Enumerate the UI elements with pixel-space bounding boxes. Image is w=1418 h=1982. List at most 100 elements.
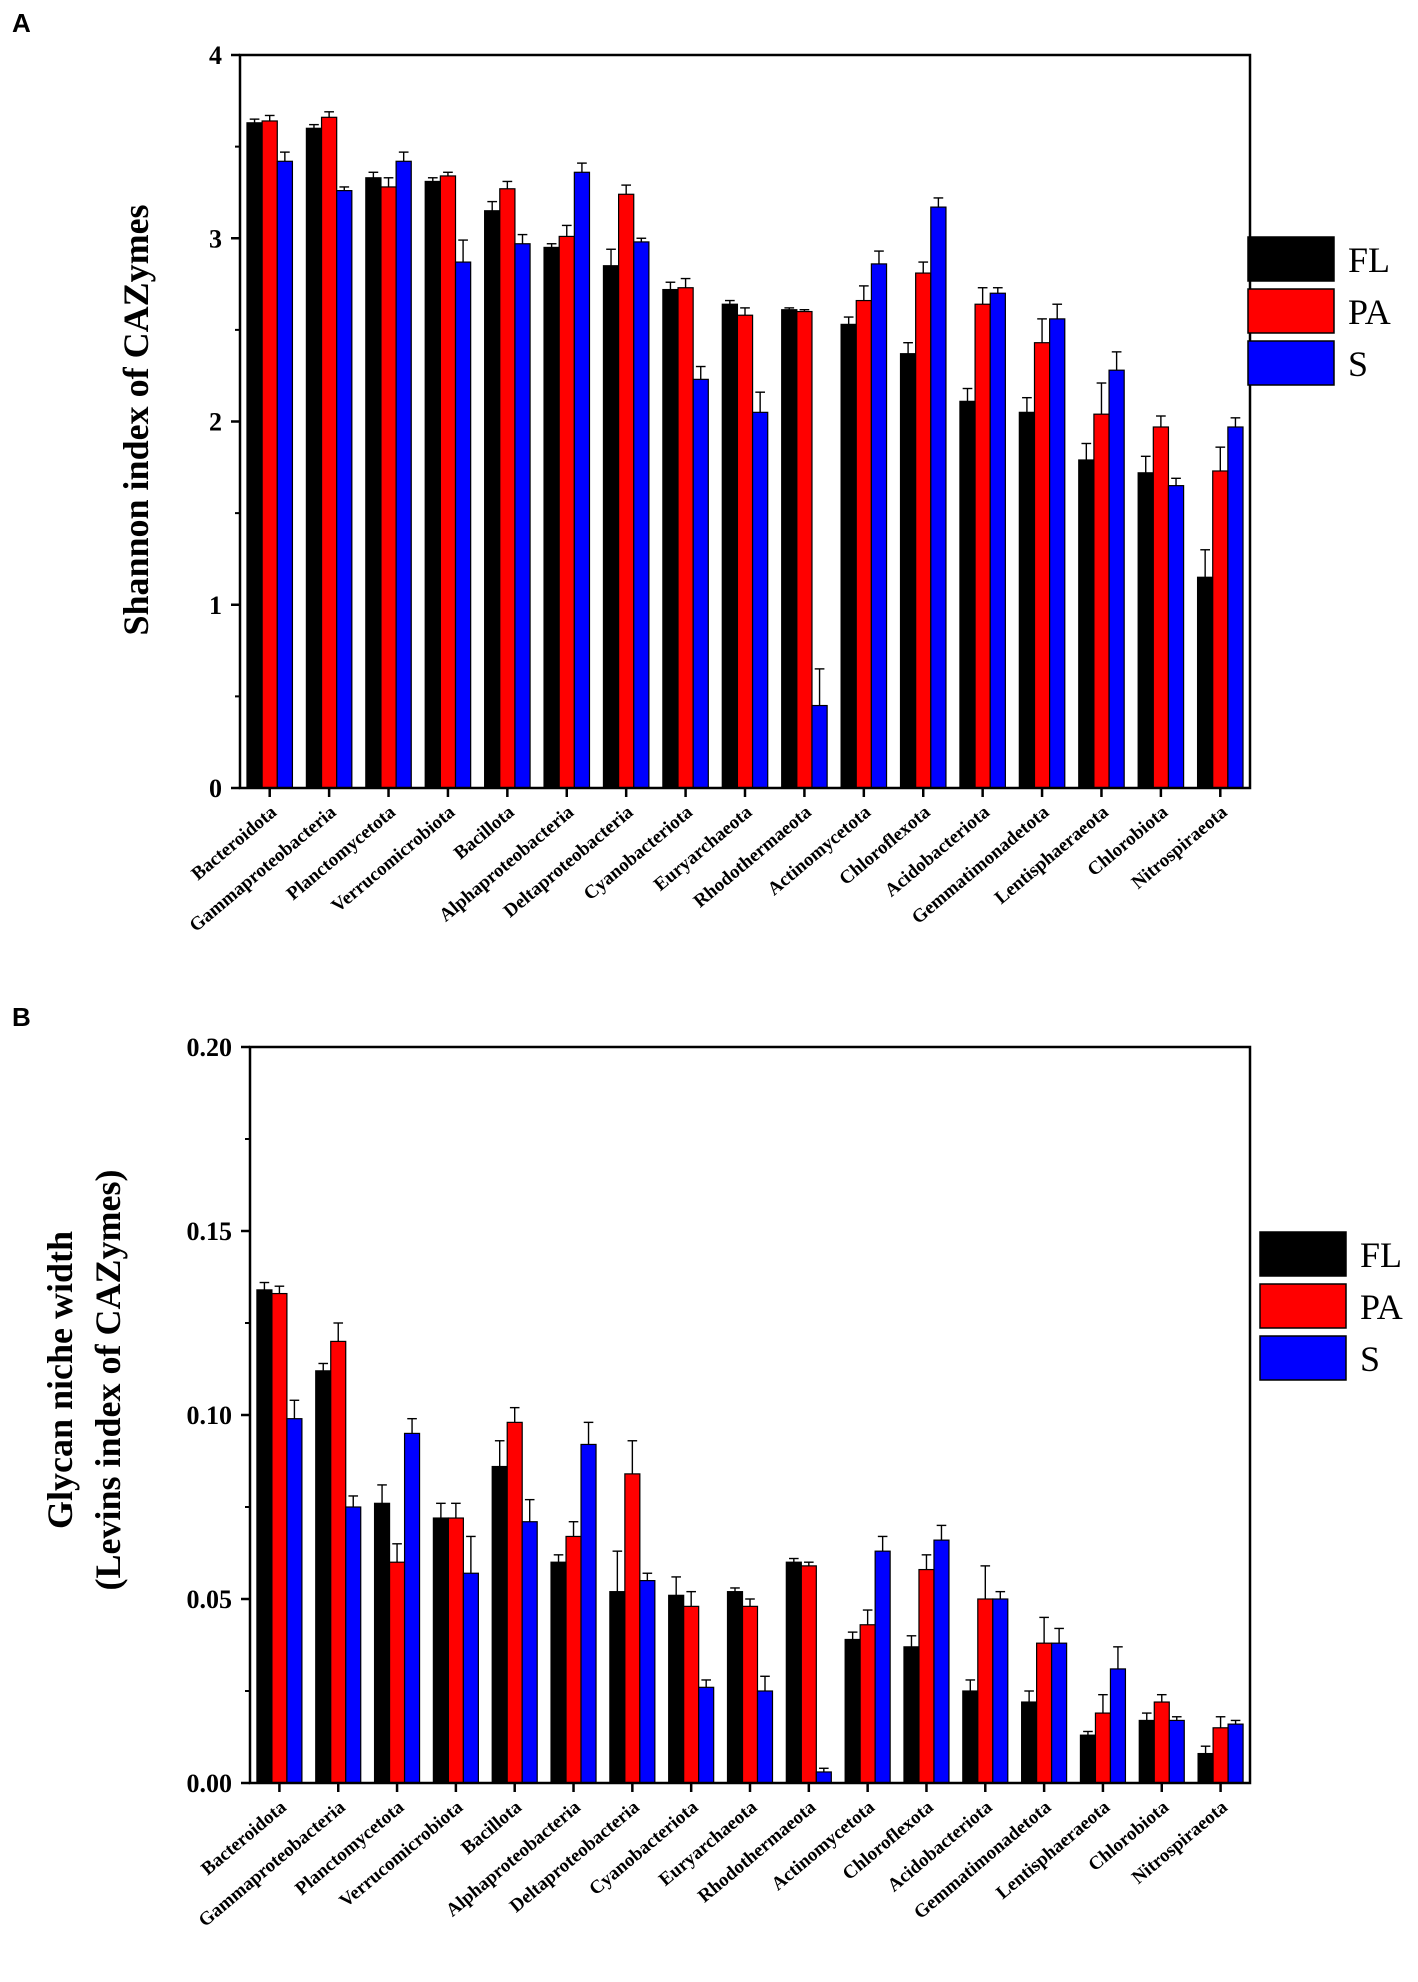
bar-s [989, 292, 1006, 789]
bar-pa [261, 120, 278, 789]
legend-swatch [1259, 1283, 1347, 1329]
bar-s [933, 1539, 950, 1784]
legend-swatch [1247, 340, 1335, 386]
error-bar-s [524, 1498, 535, 1522]
error-bar-s [458, 239, 468, 263]
bar-pa [447, 1517, 464, 1784]
bar-pa [1094, 1712, 1112, 1784]
error-bar-fl [843, 316, 854, 325]
error-bar-pa [1096, 382, 1107, 415]
error-bar-fl [1081, 442, 1092, 460]
error-bar-fl [1200, 549, 1210, 578]
panel-a-y-axis-label: Shannon index of CAZymes [116, 204, 156, 635]
error-bar-pa [443, 171, 453, 176]
bar-fl [602, 265, 620, 789]
bar-pa [330, 1340, 347, 1784]
bar-fl [256, 1289, 273, 1784]
error-bar-pa [1156, 415, 1166, 427]
error-bar-s [755, 391, 765, 413]
panel-b-x-ticks [278, 1783, 1222, 1792]
y-tick-label: 3 [209, 224, 222, 253]
error-bar-s [1230, 1719, 1241, 1725]
legend-item-fl: FL [1259, 1231, 1402, 1277]
bar-fl [491, 1465, 508, 1784]
legend-item-pa: PA [1247, 288, 1391, 334]
bar-pa [1153, 1701, 1170, 1784]
bar-pa [855, 299, 872, 789]
bar-fl [1021, 1701, 1038, 1784]
bar-s [1051, 1642, 1068, 1784]
bar-pa [1093, 413, 1110, 789]
error-bar-s [577, 162, 587, 173]
panel-b-y-ticks: 0.00 0.05 0.10 0.15 0.20 [187, 1033, 250, 1798]
bar-s [1109, 1668, 1127, 1784]
panel-b-bars [256, 1289, 1244, 1784]
error-bar-s [407, 1417, 417, 1434]
bar-pa [915, 272, 932, 789]
error-bar-fl [725, 299, 735, 305]
error-bar-s [701, 1679, 711, 1688]
bar-pa [565, 1535, 582, 1784]
legend-swatch [1247, 288, 1335, 334]
error-bar-s [1230, 417, 1241, 427]
panel-a-x-ticks [268, 788, 1222, 797]
bar-s [992, 1598, 1009, 1784]
y-tick-label: 0.10 [187, 1401, 233, 1430]
bar-fl [962, 1690, 979, 1784]
legend-swatch [1247, 236, 1335, 282]
error-bar-s [398, 151, 409, 162]
legend-item-s: S [1247, 340, 1368, 386]
error-bar-pa [918, 261, 929, 274]
error-bar-s [280, 151, 290, 162]
bar-pa [380, 186, 397, 789]
legend-item-fl: FL [1247, 236, 1390, 282]
bar-pa [1036, 1642, 1053, 1784]
error-bar-fl [789, 1557, 799, 1563]
error-bar-pa [921, 1554, 932, 1570]
error-bar-fl [730, 1587, 740, 1592]
error-bar-s [874, 250, 884, 264]
bar-s [930, 206, 947, 789]
bar-fl [373, 1502, 391, 1784]
bar-pa [506, 1421, 523, 1784]
error-bar-s [642, 1572, 653, 1581]
y-tick-label: 0.00 [187, 1769, 233, 1798]
error-bar-fl [377, 1484, 387, 1504]
panel-a-letter: A [12, 8, 31, 38]
error-bar-s [636, 237, 647, 242]
error-bar-fl [903, 342, 913, 354]
legend-label: PA [1348, 292, 1391, 332]
error-bar-pa [862, 1609, 873, 1625]
error-bar-fl [784, 307, 795, 310]
legend-swatch [1259, 1231, 1347, 1277]
bar-pa [1212, 470, 1229, 789]
y-tick-label: 0.20 [187, 1033, 233, 1062]
error-bar-pa [980, 1565, 991, 1599]
error-bar-s [1054, 1627, 1064, 1644]
bar-fl [1197, 1752, 1214, 1784]
error-bar-s [1113, 1646, 1123, 1669]
bar-fl [903, 1646, 920, 1784]
bar-pa [859, 1624, 876, 1784]
legend-label: FL [1360, 1235, 1402, 1275]
error-bar-fl [546, 243, 557, 248]
bar-fl [305, 127, 323, 789]
bar-fl [1079, 1734, 1097, 1784]
bar-s [521, 1521, 538, 1784]
error-bar-s [992, 287, 1003, 294]
bar-s [514, 243, 531, 789]
error-bar-s [1171, 477, 1181, 486]
bar-s [811, 704, 828, 789]
error-bar-fl [368, 171, 379, 178]
error-bar-fl [553, 1554, 564, 1563]
error-bar-fl [1140, 455, 1151, 473]
bar-fl [1078, 459, 1095, 789]
bar-s [462, 1572, 479, 1784]
legend-item-pa: PA [1259, 1283, 1403, 1329]
error-bar-fl [1200, 1745, 1211, 1754]
bar-pa [796, 310, 813, 789]
bar-fl [484, 210, 501, 789]
panel-a-y-axis-title: Shannon index of CAZymes [116, 204, 156, 635]
error-bar-pa [274, 1285, 285, 1294]
